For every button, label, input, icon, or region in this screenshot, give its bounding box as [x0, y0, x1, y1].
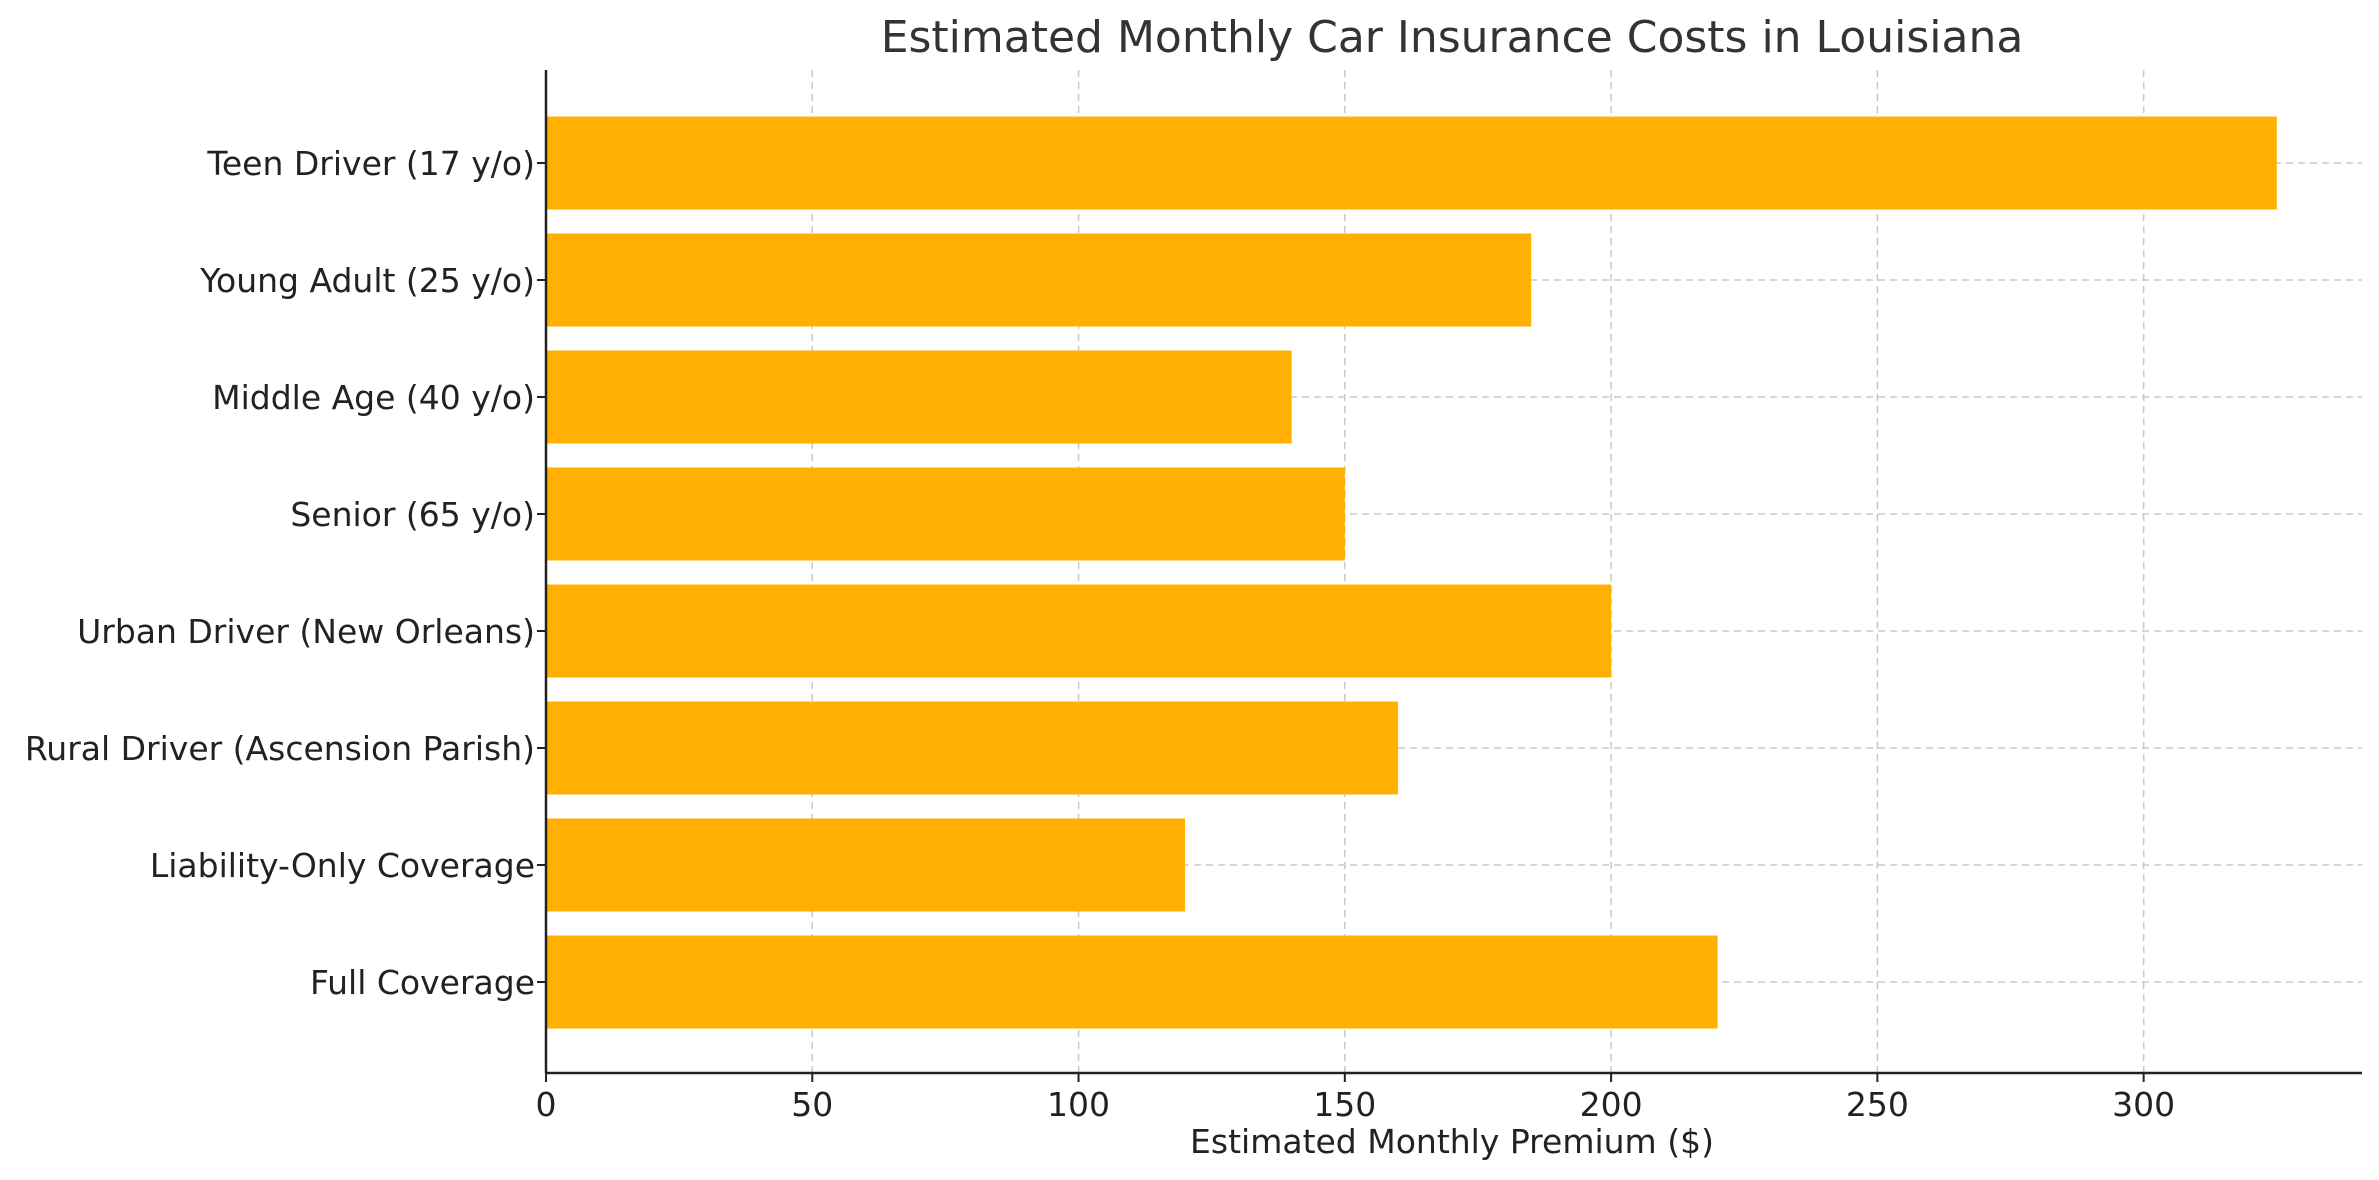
bar	[546, 935, 1718, 1029]
bar	[546, 818, 1186, 912]
y-tick-label: Liability-Only Coverage	[150, 846, 535, 885]
y-tick-label: Rural Driver (Ascension Parish)	[25, 729, 535, 768]
ticks-layer: 0 50 100 150 200 250 300 Teen Driver (17 y/o) Yo…	[25, 144, 2175, 1124]
chart-title: Estimated Monthly Car Insurance Costs in…	[881, 12, 2024, 63]
bars-layer	[546, 116, 2277, 1029]
x-tick-label: 50	[791, 1085, 833, 1124]
bar	[546, 350, 1292, 444]
bar	[546, 116, 2277, 210]
grid-layer	[546, 70, 2362, 1073]
axes-layer	[544, 70, 2362, 1075]
x-axis-label: Estimated Monthly Premium ($)	[1190, 1122, 1714, 1161]
x-tick-label: 150	[1313, 1085, 1376, 1124]
x-tick-label: 100	[1047, 1085, 1110, 1124]
bar	[546, 701, 1399, 795]
y-tick-label: Full Coverage	[310, 963, 535, 1002]
x-tick-label: 0	[536, 1085, 557, 1124]
y-tick-label: Middle Age (40 y/o)	[212, 378, 535, 417]
bar	[546, 584, 1612, 678]
x-tick-label: 200	[1580, 1085, 1643, 1124]
x-tick-label: 250	[1846, 1085, 1909, 1124]
x-tick-label: 300	[2112, 1085, 2175, 1124]
y-tick-label: Young Adult (25 y/o)	[199, 261, 535, 300]
bar	[546, 467, 1345, 561]
bar	[546, 233, 1532, 327]
y-tick-label: Senior (65 y/o)	[290, 495, 535, 534]
y-tick-label: Urban Driver (New Orleans)	[77, 612, 535, 651]
y-tick-label: Teen Driver (17 y/o)	[206, 144, 535, 183]
